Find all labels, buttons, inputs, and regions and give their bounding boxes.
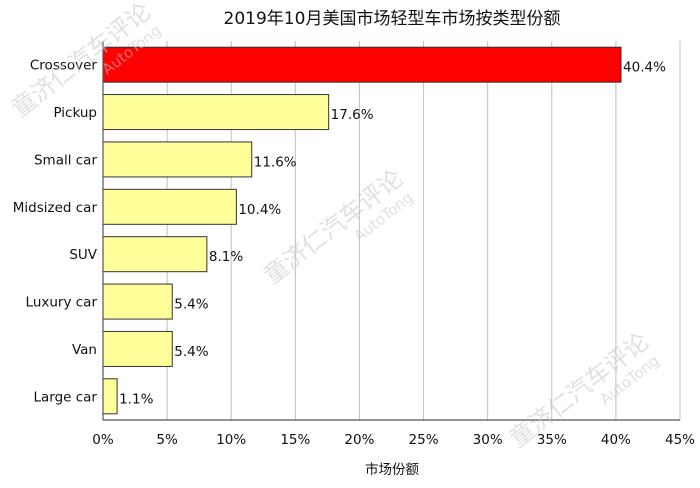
category-label: Midsized car (13, 200, 98, 216)
data-label: 5.4% (174, 344, 208, 360)
data-label: 10.4% (238, 202, 281, 218)
category-label: Van (72, 342, 97, 358)
labels: 0% 5% 10% 15% 20% 25% 30% 35% 40% 45% Crossover 40.… (13, 58, 695, 448)
data-label: 1.1% (119, 391, 153, 407)
x-tick-label: 5% (156, 432, 178, 448)
x-axis-label: 市场份额 (365, 461, 419, 478)
data-label: 11.6% (254, 154, 297, 170)
category-label: Pickup (53, 105, 97, 121)
bar (102, 188, 237, 225)
chart-title: 2019年10月美国市场轻型车市场按类型份额 (224, 9, 561, 29)
category-label: SUV (69, 247, 97, 263)
bar (102, 94, 330, 131)
x-tick-label: 40% (601, 432, 631, 448)
x-tick-label: 30% (473, 432, 503, 448)
bar (102, 283, 173, 320)
data-label: 5.4% (174, 297, 208, 313)
bar (102, 378, 118, 415)
x-tick-label: 35% (537, 432, 567, 448)
data-label: 8.1% (209, 249, 243, 265)
category-label: Luxury car (26, 295, 98, 311)
bar (102, 330, 173, 367)
x-tick-label: 25% (409, 432, 439, 448)
x-tick-label: 20% (344, 432, 374, 448)
category-label: Crossover (30, 58, 98, 74)
bar (102, 141, 253, 178)
data-label: 17.6% (331, 107, 374, 123)
category-label: Large car (33, 389, 97, 405)
x-tick-label: 10% (216, 432, 246, 448)
x-tick-label: 15% (280, 432, 310, 448)
bar (102, 236, 208, 273)
axes (102, 41, 680, 421)
bar (102, 46, 622, 83)
bars (102, 46, 622, 415)
category-label: Small car (34, 152, 97, 168)
x-tick-label: 45% (665, 432, 695, 448)
data-label: 40.4% (623, 60, 666, 76)
x-tick-label: 0% (92, 432, 114, 448)
